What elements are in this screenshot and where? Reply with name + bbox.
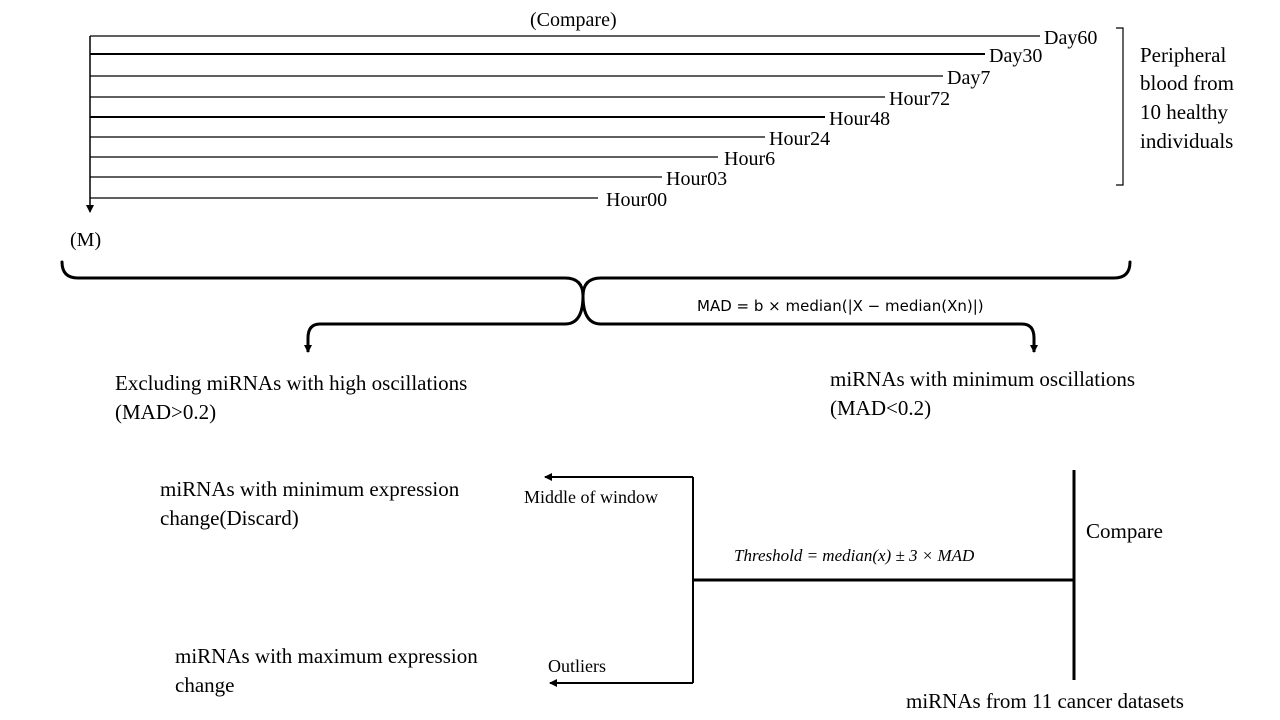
timepoint-label-hour24: Hour24 <box>769 128 830 150</box>
right-branch-label-line-2: (MAD<0.2) <box>830 396 931 420</box>
outliers-label: Outliers <box>548 656 606 676</box>
source-label: Peripheral blood from 10 healthy individ… <box>1140 43 1234 153</box>
timepoint-label-hour72: Hour72 <box>889 88 950 110</box>
minimum-change-label-line-1: miRNAs with minimum expression <box>160 477 460 501</box>
timepoint-label-day30: Day30 <box>989 45 1042 67</box>
timepoint-label-day60: Day60 <box>1044 27 1097 49</box>
timeline-lines <box>86 35 1040 213</box>
grouping-brace <box>60 260 1132 298</box>
right-branch-arrow <box>581 295 1038 353</box>
maximum-change-label-line-1: miRNAs with maximum expression <box>175 644 478 668</box>
timepoint-label-day7: Day7 <box>947 67 990 89</box>
samples-bracket <box>1116 27 1124 186</box>
middle-of-window-label: Middle of window <box>524 487 658 507</box>
threshold-formula: Threshold = median(x) ± 3 × MAD <box>734 546 975 565</box>
left-branch-arrow <box>304 295 585 353</box>
cancer-datasets-label: miRNAs from 11 cancer datasets <box>906 689 1184 713</box>
timepoint-label-hour6: Hour6 <box>724 148 775 170</box>
timepoint-label-hour03: Hour03 <box>666 168 727 190</box>
timepoint-label-hour48: Hour48 <box>829 108 890 130</box>
left-branch-label-line-2: (MAD>0.2) <box>115 400 216 424</box>
minimum-change-label-line-2: change(Discard) <box>160 506 299 530</box>
timepoint-label-hour00: Hour00 <box>606 189 667 211</box>
compare-top-label: (Compare) <box>530 9 617 31</box>
right-branch-label-line-1: miRNAs with minimum oscillations <box>830 367 1135 391</box>
m-bottom-label: (M) <box>70 229 101 251</box>
source-label-line-2: blood from <box>1140 71 1234 95</box>
left-branch-label-line-1: Excluding miRNAs with high oscillations <box>115 371 467 395</box>
mad-formula: MAD = b × median(|X − median(Xn)|) <box>697 297 984 315</box>
timepoint-labels: Day60 Day30 Day7 Hour72 Hour48 Hour24 Ho… <box>606 27 1097 211</box>
source-label-line-4: individuals <box>1140 129 1233 153</box>
source-label-line-1: Peripheral <box>1140 43 1226 67</box>
source-label-line-3: 10 healthy <box>1140 100 1229 124</box>
compare-label: Compare <box>1086 519 1163 543</box>
maximum-change-label-line-2: change <box>175 673 234 697</box>
